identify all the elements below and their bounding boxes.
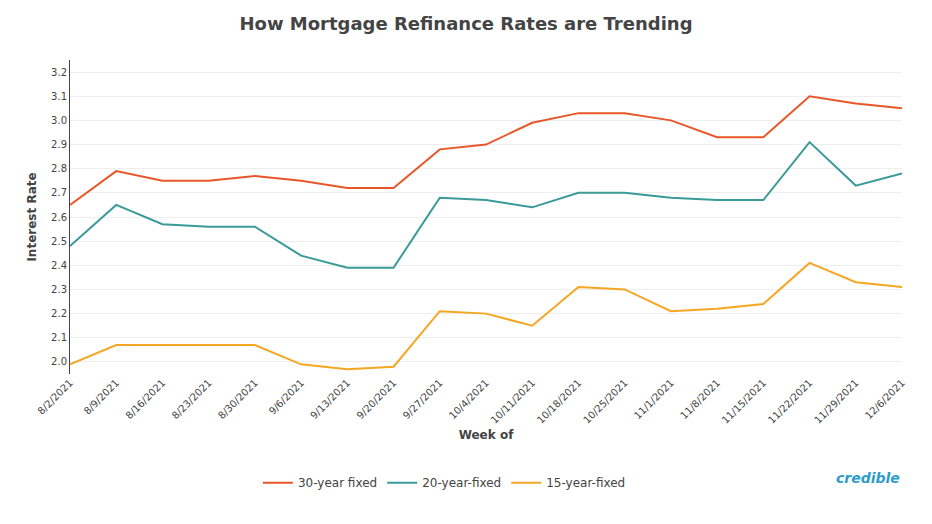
svg-text:10/25/2021: 10/25/2021 — [581, 377, 630, 426]
svg-text:2.0: 2.0 — [51, 356, 67, 367]
svg-text:2.2: 2.2 — [51, 308, 67, 319]
svg-text:10/4/2021: 10/4/2021 — [447, 377, 491, 421]
svg-text:10/18/2021: 10/18/2021 — [535, 377, 584, 426]
svg-text:11/22/2021: 11/22/2021 — [766, 377, 815, 426]
svg-text:2.7: 2.7 — [51, 187, 67, 198]
svg-text:2.8: 2.8 — [51, 163, 67, 174]
svg-text:8/9/2021: 8/9/2021 — [82, 377, 122, 417]
svg-text:Week of: Week of — [459, 428, 514, 442]
svg-text:12/6/2021: 12/6/2021 — [863, 377, 907, 421]
svg-text:11/1/2021: 11/1/2021 — [632, 377, 676, 421]
svg-text:3.2: 3.2 — [51, 67, 67, 78]
svg-text:2.9: 2.9 — [51, 139, 67, 150]
svg-text:11/8/2021: 11/8/2021 — [678, 377, 722, 421]
svg-text:8/2/2021: 8/2/2021 — [35, 377, 75, 417]
svg-text:3.0: 3.0 — [51, 115, 67, 126]
svg-text:credible: credible — [836, 470, 900, 486]
svg-text:2.1: 2.1 — [51, 332, 67, 343]
svg-text:How Mortgage Refinance Rates a: How Mortgage Refinance Rates are Trendin… — [239, 13, 692, 34]
svg-text:8/23/2021: 8/23/2021 — [170, 377, 214, 421]
svg-text:30-year fixed: 30-year fixed — [298, 476, 377, 490]
svg-text:11/29/2021: 11/29/2021 — [812, 377, 861, 426]
svg-text:9/6/2021: 9/6/2021 — [267, 377, 307, 417]
svg-text:11/15/2021: 11/15/2021 — [720, 377, 769, 426]
svg-text:2.4: 2.4 — [51, 260, 67, 271]
svg-text:8/30/2021: 8/30/2021 — [216, 377, 260, 421]
svg-text:20-year-fixed: 20-year-fixed — [422, 476, 501, 490]
svg-text:9/13/2021: 9/13/2021 — [308, 377, 352, 421]
svg-text:2.5: 2.5 — [51, 236, 67, 247]
svg-text:10/11/2021: 10/11/2021 — [489, 377, 538, 426]
svg-text:Interest Rate: Interest Rate — [25, 172, 39, 261]
svg-text:15-year-fixed: 15-year-fixed — [546, 476, 625, 490]
svg-text:8/16/2021: 8/16/2021 — [123, 377, 167, 421]
svg-text:9/20/2021: 9/20/2021 — [354, 377, 398, 421]
svg-text:2.6: 2.6 — [51, 212, 67, 223]
svg-text:2.3: 2.3 — [51, 284, 67, 295]
svg-text:9/27/2021: 9/27/2021 — [401, 377, 445, 421]
svg-text:3.1: 3.1 — [51, 91, 67, 102]
